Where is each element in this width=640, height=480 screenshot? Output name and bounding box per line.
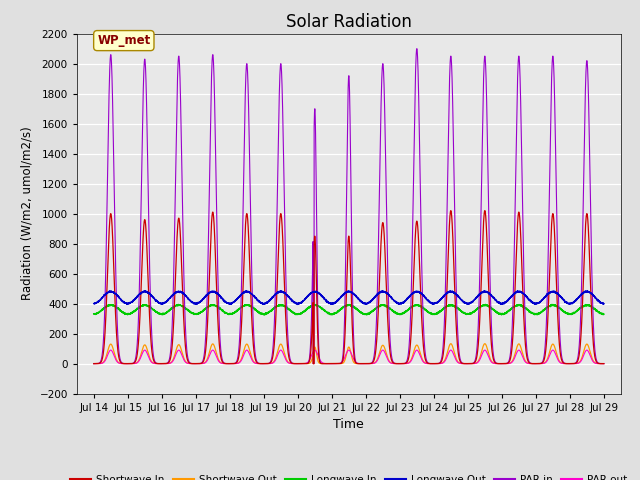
Y-axis label: Radiation (W/m2, umol/m2/s): Radiation (W/m2, umol/m2/s) (21, 127, 34, 300)
Text: WP_met: WP_met (97, 34, 150, 47)
Legend: Shortwave In, Shortwave Out, Longwave In, Longwave Out, PAR in, PAR out: Shortwave In, Shortwave Out, Longwave In… (66, 471, 632, 480)
Title: Solar Radiation: Solar Radiation (286, 12, 412, 31)
X-axis label: Time: Time (333, 418, 364, 431)
